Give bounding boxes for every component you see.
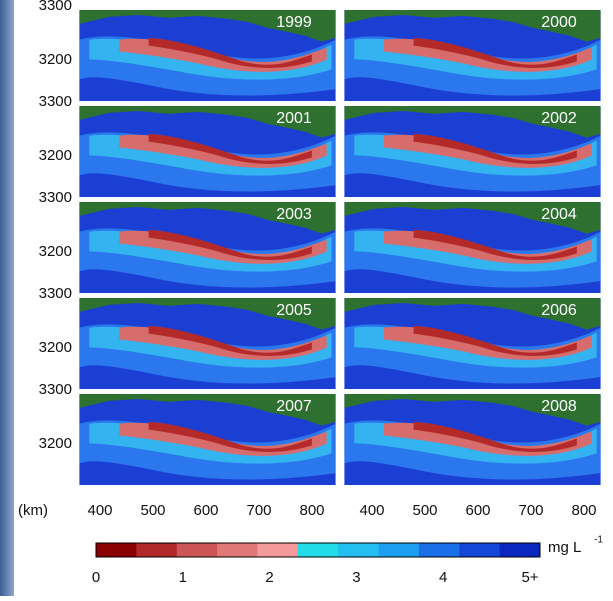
x-tick-label: 500	[412, 502, 437, 519]
x-tick-label: 500	[140, 502, 165, 519]
colorbar-unit: mg L	[548, 539, 581, 556]
x-tick-label: 800	[299, 502, 324, 519]
colorbar-swatch	[217, 543, 258, 557]
x-tick-label: 700	[246, 502, 271, 519]
x-tick-label: 800	[571, 502, 596, 519]
colorbar-swatch	[338, 543, 380, 557]
colorbar-label: 5+	[521, 569, 538, 586]
panel-year: 2006	[541, 302, 577, 319]
y-tick-label: 3300	[39, 285, 72, 302]
panel-year: 2002	[541, 110, 577, 127]
colorbar-frame	[95, 542, 541, 558]
x-tick-label: 600	[465, 502, 490, 519]
x-tick-label: 400	[87, 502, 112, 519]
colorbar-swatch	[176, 543, 218, 557]
panel-year: 2004	[541, 206, 577, 223]
y-tick-label: 3200	[39, 435, 72, 452]
colorbar-swatch	[418, 543, 460, 557]
y-tick-label: 3200	[39, 339, 72, 356]
colorbar-swatch	[96, 543, 137, 557]
colorbar-swatch	[297, 543, 339, 557]
y-tick-label: 3200	[39, 147, 72, 164]
x-tick-label: 600	[193, 502, 218, 519]
x-tick-label: 700	[518, 502, 543, 519]
x-unit: (km)	[18, 502, 48, 519]
side-strip	[0, 0, 14, 596]
colorbar-swatch	[499, 543, 541, 557]
colorbar-swatch	[459, 543, 501, 557]
panel-grid: 1999 2000 2001 2002 2003 2004 2005 2006 2007 2008…	[39, 0, 601, 519]
panel-year: 2007	[276, 398, 312, 415]
panel-year: 2003	[276, 206, 312, 223]
colorbar-label: 1	[179, 569, 187, 586]
colorbar-label: 0	[92, 569, 100, 586]
colorbar-swatch	[136, 543, 178, 557]
panel-year: 2005	[276, 302, 312, 319]
y-tick-label: 3200	[39, 51, 72, 68]
panel-year: 2008	[541, 398, 577, 415]
y-tick-label: 3300	[39, 189, 72, 206]
colorbar-label: 3	[352, 569, 360, 586]
y-tick-label: 3200	[39, 243, 72, 260]
colorbar-unit-exponent: -1	[594, 535, 603, 546]
panel-year: 2000	[541, 14, 577, 31]
colorbar-swatch	[257, 543, 299, 557]
y-tick-label: 3300	[39, 381, 72, 398]
colorbar-swatch	[378, 543, 420, 557]
colorbar-label: 2	[265, 569, 273, 586]
panel-year: 2001	[276, 110, 312, 127]
panel-year: 1999	[276, 14, 312, 31]
colorbar: 0 1 2 3 4 5+	[92, 542, 541, 586]
y-tick-label: 3300	[39, 0, 72, 14]
y-tick-label: 3300	[39, 93, 72, 110]
x-tick-label: 400	[359, 502, 384, 519]
colorbar-label: 4	[439, 569, 447, 586]
